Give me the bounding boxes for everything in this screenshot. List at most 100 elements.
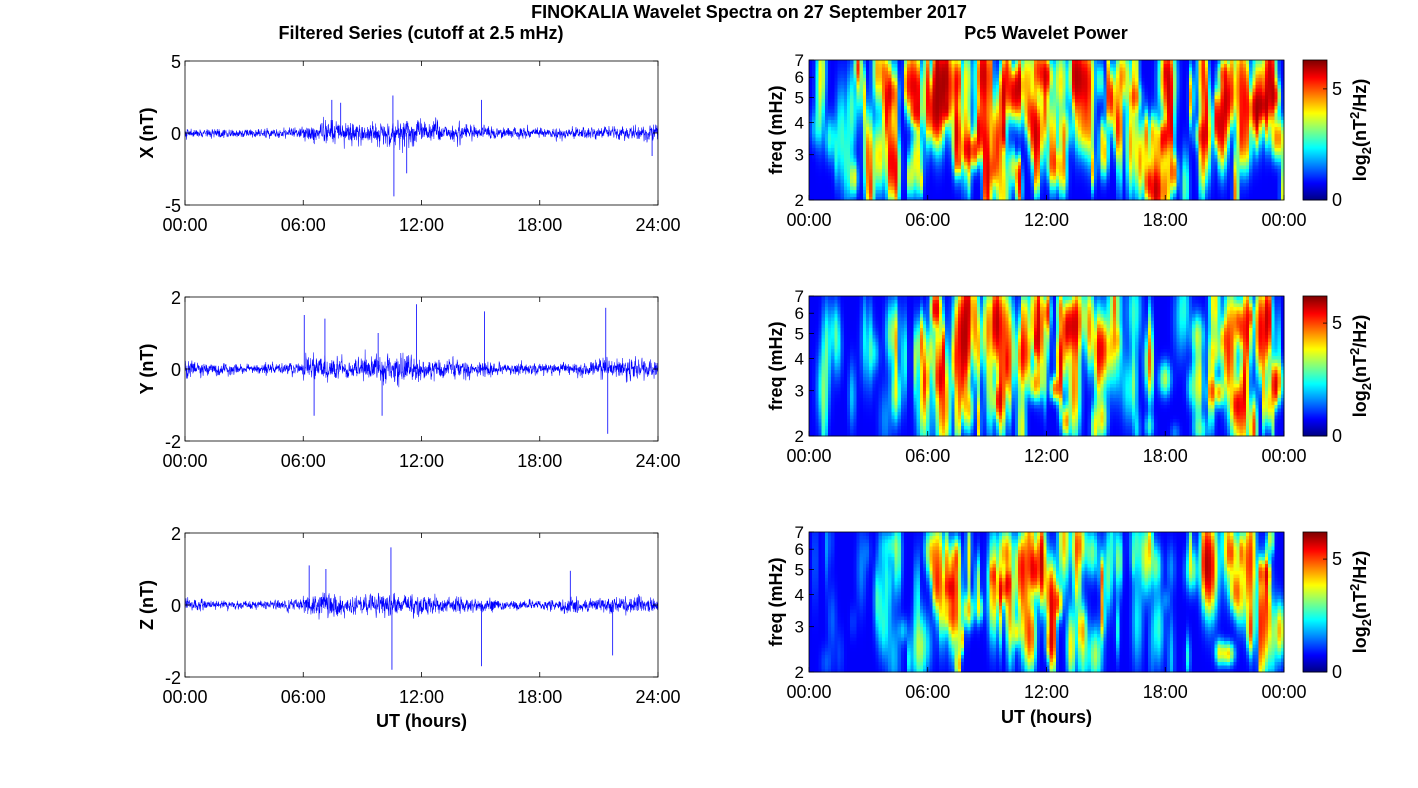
heatmap-cell	[1002, 193, 1006, 198]
heatmap-cell	[875, 158, 880, 163]
heatmap-cell	[1027, 168, 1032, 173]
heatmap-cell	[843, 123, 848, 128]
heatmap-cell	[1030, 137, 1035, 142]
heatmap-cell	[1081, 88, 1086, 93]
heatmap-cell	[935, 109, 940, 114]
heatmap-cell	[983, 119, 987, 124]
heatmap-cell	[961, 88, 965, 93]
heatmap-cell	[843, 196, 848, 201]
heatmap-cell	[872, 60, 877, 65]
heatmap-cell	[1018, 147, 1022, 152]
heatmap-cell	[834, 63, 839, 68]
heatmap-cell	[821, 123, 826, 128]
heatmap-cell	[1094, 63, 1098, 68]
heatmap-cell	[897, 161, 902, 166]
heatmap-cell	[1040, 165, 1044, 170]
heatmap-cell	[938, 70, 943, 75]
heatmap-cell	[1113, 151, 1117, 156]
heatmap-cell	[891, 63, 896, 68]
heatmap-cell	[916, 84, 921, 89]
heatmap-cell	[834, 74, 839, 79]
heatmap-cell	[1062, 126, 1067, 131]
heatmap-cell	[1049, 91, 1054, 96]
heatmap-cell	[970, 196, 975, 201]
heatmap-cell	[840, 119, 845, 124]
heatmap-cell	[900, 91, 905, 96]
heatmap-cell	[809, 196, 813, 201]
heatmap-cell	[1090, 67, 1095, 72]
heatmap-cell	[1030, 95, 1035, 100]
heatmap-cell	[1087, 74, 1092, 79]
heatmap-cell	[957, 161, 962, 166]
heatmap-cell	[1046, 77, 1051, 82]
heatmap-cell	[1119, 179, 1124, 184]
heatmap-cell	[1071, 74, 1076, 79]
heatmap-cell	[1135, 168, 1139, 173]
heatmap-cell	[1033, 84, 1038, 89]
heatmap-cell	[837, 60, 842, 65]
heatmap-cell	[995, 154, 1000, 159]
heatmap-cell	[926, 123, 930, 128]
heatmap-cell	[824, 63, 829, 68]
heatmap-cell	[1011, 126, 1016, 131]
heatmap-cell	[983, 95, 987, 100]
heatmap-cell	[1030, 168, 1035, 173]
heatmap-cell	[919, 84, 924, 89]
heatmap-cell	[951, 123, 956, 128]
heatmap-cell	[1071, 119, 1076, 124]
heatmap-cell	[938, 186, 943, 191]
heatmap-cell	[859, 172, 864, 177]
heatmap-cell	[862, 98, 867, 103]
heatmap-cell	[837, 77, 842, 82]
heatmap-cell	[992, 151, 997, 156]
heatmap-cell	[1090, 119, 1095, 124]
heatmap-cell	[824, 67, 829, 72]
heatmap-cell	[859, 109, 864, 114]
heatmap-cell	[843, 126, 848, 131]
heatmap-cell	[992, 133, 997, 138]
heatmap-cell	[951, 74, 956, 79]
heatmap-cell	[894, 168, 899, 173]
heatmap-cell	[907, 88, 911, 93]
heatmap-cell	[999, 165, 1003, 170]
heatmap-cell	[1094, 112, 1098, 117]
heatmap-cell	[1046, 137, 1051, 142]
heatmap-cell	[1071, 186, 1076, 191]
heatmap-cell	[913, 144, 918, 149]
heatmap-cell	[818, 67, 823, 72]
heatmap-cell	[1100, 189, 1105, 194]
heatmap-cell	[1011, 74, 1016, 79]
heatmap-cell	[878, 102, 883, 107]
heatmap-cell	[818, 165, 823, 170]
heatmap-cell	[951, 172, 956, 177]
heatmap-cell	[1065, 88, 1070, 93]
heatmap-cell	[938, 154, 943, 159]
heatmap-cell	[967, 140, 972, 145]
heatmap-cell	[853, 196, 858, 201]
heatmap-cell	[957, 67, 962, 72]
heatmap-cell	[1106, 168, 1111, 173]
heatmap-cell	[961, 74, 965, 79]
heatmap-cell	[942, 67, 946, 72]
heatmap-cell	[935, 186, 940, 191]
heatmap-cell	[894, 158, 899, 163]
heatmap-cell	[878, 109, 883, 114]
heatmap-cell	[888, 88, 892, 93]
heatmap-cell	[1021, 123, 1025, 128]
heatmap-cell	[1040, 91, 1044, 96]
heatmap-cell	[1052, 70, 1057, 75]
heatmap-cell	[821, 105, 826, 110]
heatmap-cell	[923, 70, 927, 75]
heatmap-cell	[1043, 140, 1048, 145]
heatmap-cell	[809, 81, 813, 86]
heatmap-cell	[1052, 74, 1057, 79]
heatmap-cell	[948, 63, 953, 68]
heatmap-cell	[840, 105, 845, 110]
heatmap-cell	[913, 77, 918, 82]
heatmap-cell	[866, 137, 870, 142]
heatmap-cell	[824, 196, 829, 201]
heatmap-cell	[872, 144, 877, 149]
heatmap-cell	[824, 168, 829, 173]
heatmap-cell	[1011, 98, 1016, 103]
heatmap-cell	[900, 158, 905, 163]
